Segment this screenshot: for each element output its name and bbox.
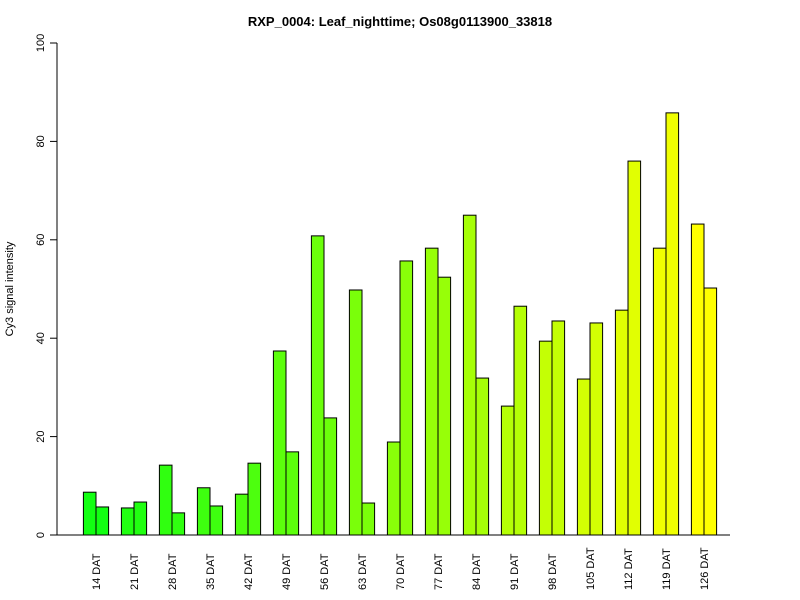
- x-tick-label: 14 DAT: [91, 553, 103, 590]
- bar-28-dat-rep1: [158, 464, 173, 536]
- bar-84-dat-rep1: [462, 214, 477, 536]
- bar-77-dat-rep1: [424, 247, 439, 536]
- chart-title: RXP_0004: Leaf_nighttime; Os08g0113900_3…: [248, 14, 552, 29]
- x-tick-label: 21 DAT: [129, 553, 141, 590]
- bar-42-dat-rep1: [234, 493, 249, 536]
- bar-70-dat-rep1: [386, 441, 401, 536]
- x-tick-label: 98 DAT: [547, 553, 559, 590]
- bar-91-dat-rep1: [500, 405, 515, 536]
- x-tick-label: 28 DAT: [167, 553, 179, 590]
- x-tick-label: 84 DAT: [471, 553, 483, 590]
- bar-21-dat-rep1: [120, 507, 135, 536]
- x-tick-label: 63 DAT: [357, 553, 369, 590]
- y-tick-label: 0: [35, 532, 47, 538]
- bar-49-dat-rep2: [285, 451, 300, 536]
- bar-28-dat-rep2: [171, 512, 186, 536]
- x-tick-label: 35 DAT: [205, 553, 217, 590]
- x-tick-label: 77 DAT: [433, 553, 445, 590]
- y-tick-label: 100: [35, 34, 47, 52]
- y-axis-label: Cy3 signal intensity: [4, 241, 16, 336]
- y-tick-label: 20: [35, 430, 47, 442]
- x-tick-label: 126 DAT: [699, 547, 711, 590]
- bar-56-dat-rep2: [323, 417, 338, 536]
- x-tick-label: 42 DAT: [243, 553, 255, 590]
- bar-98-dat-rep1: [538, 340, 553, 536]
- bar-63-dat-rep1: [348, 289, 363, 536]
- bar-42-dat-rep2: [247, 462, 262, 536]
- x-tick-label: 49 DAT: [281, 553, 293, 590]
- bar-56-dat-rep1: [310, 235, 325, 536]
- x-tick-label: 105 DAT: [585, 547, 597, 590]
- bar-112-dat-rep1: [614, 309, 629, 536]
- bar-49-dat-rep1: [272, 350, 287, 536]
- bar-35-dat-rep2: [209, 505, 224, 536]
- bar-63-dat-rep2: [361, 502, 376, 536]
- y-axis: 0 20 40 60 80 100: [35, 34, 58, 538]
- bar-119-dat-rep1: [652, 247, 667, 536]
- bar-21-dat-rep2: [133, 501, 148, 536]
- x-tick-label: 91 DAT: [509, 553, 521, 590]
- bar-105-dat-rep1: [576, 378, 591, 536]
- bar-70-dat-rep2: [399, 260, 414, 536]
- y-tick-label: 40: [35, 332, 47, 344]
- bar-98-dat-rep2: [551, 320, 566, 536]
- bar-126-dat-rep2: [703, 287, 718, 536]
- bar-14-dat-rep1: [82, 491, 97, 536]
- x-tick-label: 56 DAT: [319, 553, 331, 590]
- bar-84-dat-rep2: [475, 377, 490, 536]
- y-tick-label: 60: [35, 234, 47, 246]
- bar-77-dat-rep2: [437, 276, 452, 536]
- bar-14-dat-rep2: [95, 506, 110, 536]
- bar-105-dat-rep2: [589, 322, 604, 536]
- bar-35-dat-rep1: [196, 487, 211, 536]
- x-tick-label: 112 DAT: [623, 548, 635, 590]
- bar-91-dat-rep2: [513, 305, 528, 536]
- bars: [82, 112, 718, 536]
- x-axis-labels: 14 DAT 21 DAT 28 DAT 35 DAT 42 DAT 49 DAT 56 D…: [91, 547, 711, 590]
- x-tick-label: 70 DAT: [395, 553, 407, 590]
- y-tick-label: 80: [35, 135, 47, 147]
- bar-126-dat-rep1: [690, 223, 705, 536]
- bar-112-dat-rep2: [627, 160, 642, 536]
- x-tick-label: 119 DAT: [661, 548, 673, 590]
- bar-119-dat-rep2: [665, 112, 680, 536]
